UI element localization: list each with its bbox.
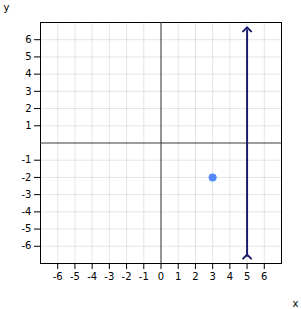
svg-text:-6: -6 [53, 271, 63, 282]
svg-text:5: 5 [244, 271, 250, 282]
svg-text:-4: -4 [22, 206, 32, 217]
svg-text:4: 4 [25, 68, 31, 79]
svg-text:-6: -6 [22, 240, 32, 251]
svg-text:6: 6 [25, 34, 31, 45]
svg-text:-3: -3 [104, 271, 114, 282]
svg-text:1: 1 [175, 271, 181, 282]
svg-text:2: 2 [25, 103, 31, 114]
svg-text:1: 1 [25, 120, 31, 131]
svg-text:-1: -1 [139, 271, 149, 282]
svg-text:-3: -3 [22, 189, 32, 200]
svg-text:-5: -5 [22, 223, 32, 234]
svg-text:-4: -4 [87, 271, 97, 282]
svg-text:x: x [293, 298, 299, 309]
svg-text:4: 4 [227, 271, 233, 282]
svg-text:y: y [4, 2, 10, 13]
svg-text:5: 5 [25, 51, 31, 62]
svg-text:3: 3 [209, 271, 215, 282]
svg-text:-1: -1 [22, 154, 32, 165]
svg-text:3: 3 [25, 86, 31, 97]
svg-text:-2: -2 [122, 271, 132, 282]
svg-text:2: 2 [192, 271, 198, 282]
svg-text:0: 0 [158, 271, 164, 282]
svg-text:6: 6 [261, 271, 267, 282]
svg-text:-2: -2 [22, 172, 32, 183]
svg-text:-5: -5 [70, 271, 80, 282]
